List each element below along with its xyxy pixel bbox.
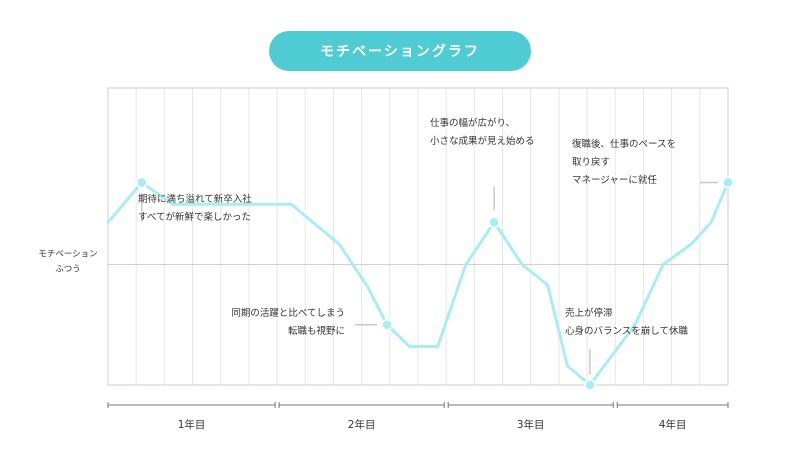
annotation-point <box>136 176 148 189</box>
period-label: 4年目 <box>659 418 687 431</box>
y-axis-label: モチベーション <box>38 250 97 260</box>
annotation-point <box>584 379 596 391</box>
chart-title-badge: モチベーショングラフ <box>269 31 531 71</box>
period-label: 3年目 <box>517 418 545 431</box>
motivation-series-line <box>106 181 730 387</box>
data-points <box>136 176 734 391</box>
period-label: 1年目 <box>178 418 206 431</box>
period-label: 2年目 <box>348 418 376 431</box>
annotation-text: 仕事の幅が広がり、 <box>430 117 515 129</box>
annotation-text: 小さな成果が見え始める <box>430 135 535 147</box>
annotation-text: 同期の活躍と比べてしまう <box>231 307 345 319</box>
annotation-text: すべてが新鮮で楽しかった <box>138 211 251 223</box>
annotation-point <box>488 216 500 229</box>
annotation-point <box>381 319 393 331</box>
annotation-text: 復職後、仕事のペースを <box>572 138 676 150</box>
annotation-point <box>722 176 734 189</box>
year-periods: 1年目 2年目 3年目 4年目 <box>107 402 729 431</box>
y-axis-label: ふつう <box>55 265 81 275</box>
plot-frame <box>107 87 729 386</box>
chart-grid <box>135 88 701 385</box>
annotation-text: 取り戻す <box>572 156 610 168</box>
annotation-text: 転職も視野に <box>288 325 345 337</box>
annotation-text: 心身のバランスを崩して休職 <box>565 325 689 337</box>
annotation-text: マネージャーに就任 <box>572 174 657 186</box>
annotation-text: 期待に満ち溢れて新卒入社 <box>138 193 252 205</box>
annotations: 期待に満ち溢れて新卒入社すべてが新鮮で楽しかった同期の活躍と比べてしまう転職も視… <box>138 117 718 375</box>
annotation-text: 売上が停滞 <box>565 307 613 319</box>
chart-title: モチベーショングラフ <box>320 44 480 60</box>
